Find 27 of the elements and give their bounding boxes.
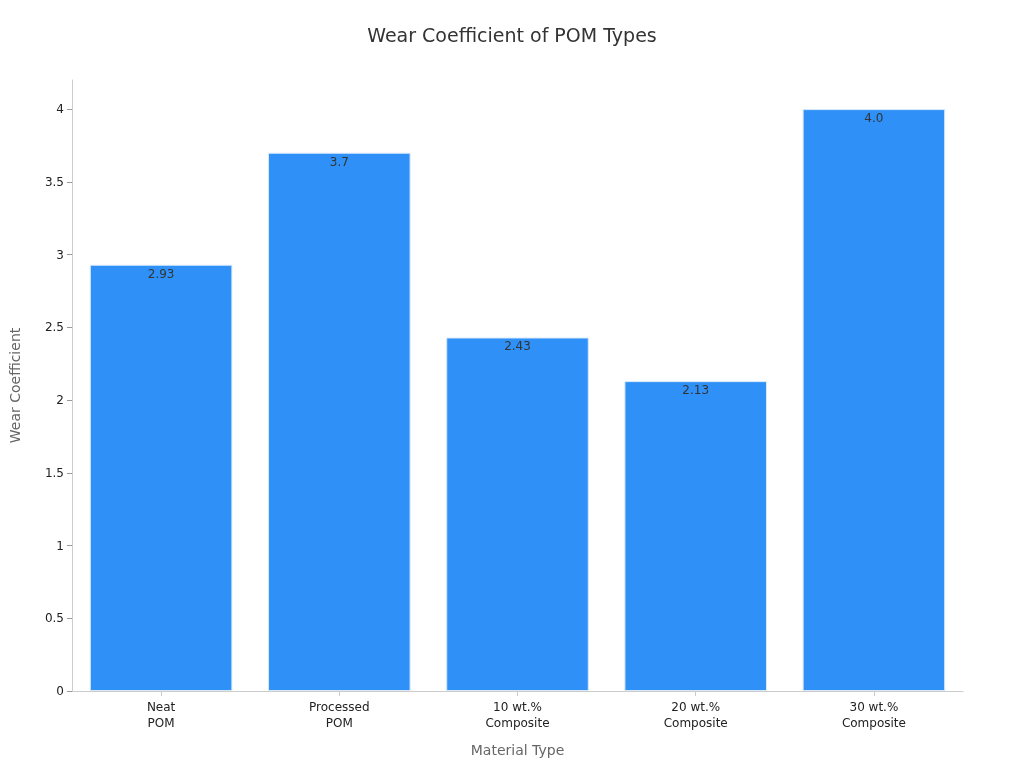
x-tick-label: 20 wt.% Composite xyxy=(663,700,728,730)
data-label: 2.43 xyxy=(504,339,531,354)
y-tick-label: 2 xyxy=(56,393,64,408)
data-label: 2.13 xyxy=(682,383,710,398)
data-label: 2.93 xyxy=(147,266,175,281)
y-tick-label: 3 xyxy=(56,247,64,262)
y-tick-label: 0.5 xyxy=(44,611,64,626)
y-tick-label: 4 xyxy=(56,102,64,117)
x-tick-label: 30 wt.% Composite xyxy=(841,700,906,730)
x-axis-title: Material Type xyxy=(470,742,565,758)
chart-title: Wear Coefficient of POM Types xyxy=(367,23,657,46)
x-tick-label: Processed POM xyxy=(309,700,370,730)
x-tick-label: 10 wt.% Composite xyxy=(485,700,550,730)
x-tick-label: Neat POM xyxy=(146,700,176,730)
bar xyxy=(89,264,233,691)
bar xyxy=(802,109,946,691)
data-label: 3.7 xyxy=(329,154,349,169)
bar xyxy=(446,337,589,691)
y-axis-title: Wear Coefficient xyxy=(7,327,23,444)
data-label: 4.0 xyxy=(864,111,884,126)
bar xyxy=(624,381,767,691)
y-tick-label: 1.5 xyxy=(44,465,64,480)
y-tick-label: 0 xyxy=(56,684,64,698)
y-tick-label: 2.5 xyxy=(44,320,64,335)
y-tick-label: 3.5 xyxy=(44,174,64,189)
y-tick-label: 1 xyxy=(56,538,64,553)
bar xyxy=(268,152,411,691)
